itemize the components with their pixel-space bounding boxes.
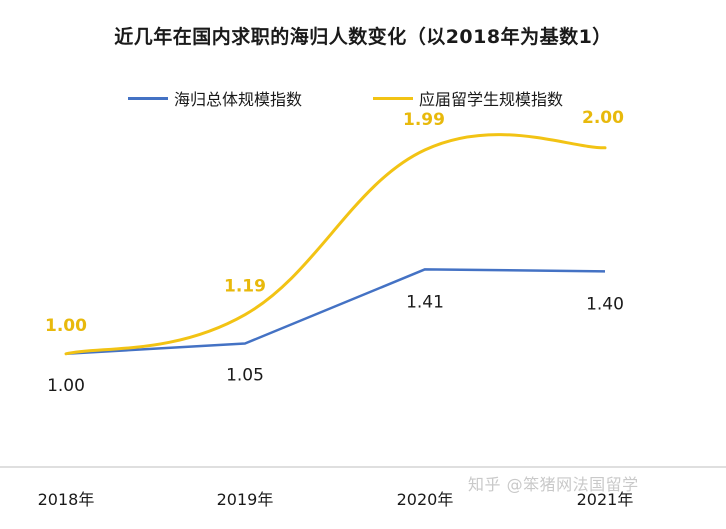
- data-label-overall: 1.40: [586, 294, 624, 314]
- x-tick-label: 2021年: [577, 490, 634, 509]
- legend-swatch-overall: [128, 96, 168, 100]
- x-tick-label: 2019年: [217, 490, 274, 509]
- series-line-overall: [65, 268, 606, 356]
- legend-item-overall: 海归总体规模指数: [128, 86, 302, 110]
- data-label-overall: 1.41: [406, 292, 444, 312]
- legend-label-graduates: 应届留学生规模指数: [419, 90, 564, 109]
- data-label-graduates: 1.00: [45, 316, 87, 336]
- data-label-graduates: 1.19: [224, 277, 266, 297]
- x-tick-label: 2018年: [38, 490, 95, 509]
- data-label-overall: 1.05: [226, 366, 264, 386]
- series-line-graduates: [64, 133, 607, 356]
- legend: 海归总体规模指数 应届留学生规模指数: [0, 86, 726, 110]
- data-label-graduates: 1.99: [403, 110, 445, 130]
- data-label-graduates: 2.00: [582, 108, 624, 128]
- legend-swatch-graduates: [373, 96, 413, 100]
- legend-label-overall: 海归总体规模指数: [174, 90, 303, 109]
- x-tick-label: 2020年: [397, 490, 454, 509]
- watermark: 知乎 @笨猪网法国留学: [468, 475, 639, 494]
- data-label-overall: 1.00: [47, 376, 85, 396]
- legend-item-graduates: 应届留学生规模指数: [373, 86, 563, 110]
- chart-title: 近几年在国内求职的海归人数变化（以2018年为基数1）: [114, 26, 612, 48]
